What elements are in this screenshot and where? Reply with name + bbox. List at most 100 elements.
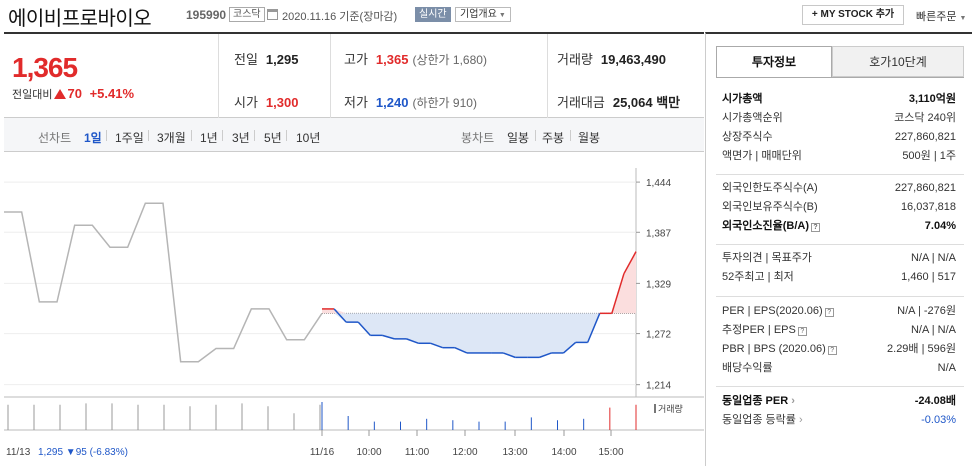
tab-1y[interactable]: 1년: [200, 131, 218, 145]
pbr-bps-row: PBR | BPS (2020.06)? 2.29배 | 596원: [722, 340, 956, 358]
quick-order-dropdown[interactable]: 빠른주문 ▼: [916, 8, 966, 24]
help-icon[interactable]: ?: [827, 346, 837, 355]
amount-label: 거래대금: [557, 95, 605, 110]
par-value-value: 500원 | 1주: [902, 150, 956, 162]
market-badge: 코스닥: [229, 7, 265, 22]
live-button[interactable]: 실시간: [415, 7, 451, 22]
prev-close-value: 1,295: [265, 52, 299, 67]
quick-order-label: 빠른주문: [916, 11, 957, 23]
amount-value: 25,064 백만: [612, 95, 681, 110]
est-per-eps-row: 추정PER | EPS? N/A | N/A: [722, 321, 956, 339]
chart-period-tabs: 선차트 1일 1주일 3개월 1년 3년 5년 10년 봉차트 일봉 주봉 월봉: [4, 118, 704, 152]
volume-legend-icon: [654, 404, 656, 413]
divider: [716, 244, 964, 245]
line-chart-label: 선차트: [38, 131, 72, 145]
industry-change-row: 동일업종 등락률 › -0.03%: [722, 411, 956, 429]
chevron-right-icon[interactable]: ›: [795, 414, 803, 426]
help-icon[interactable]: ?: [811, 223, 820, 232]
tab-monthly[interactable]: 월봉: [578, 131, 601, 145]
open-cell: 시가 1,300: [234, 92, 298, 111]
date-text: 2020.11.16 기준(장마감): [282, 11, 398, 23]
market-cap-value: 3,110억원: [908, 93, 956, 105]
price-change: 전일대비 70 +5.41%: [12, 86, 134, 102]
tab-1d[interactable]: 1일: [84, 131, 102, 145]
help-icon[interactable]: ?: [824, 308, 834, 317]
x-tick-label: 11/16: [310, 447, 335, 458]
today-up-segment: [623, 251, 637, 275]
industry-change-label: 동일업종 등락률 ›: [722, 414, 803, 426]
divider: [716, 174, 964, 175]
listed-shares-row: 상장주식수 227,860,821: [722, 128, 956, 146]
high-cell: 고가 1,365 (상한가 1,680): [344, 49, 487, 68]
tab-3y[interactable]: 3년: [232, 131, 250, 145]
corp-info-label: 기업개요: [460, 9, 497, 20]
price-chart-svg: 1,214 1,272 1,329 1,387 1,444 거래량 11/16 10:00 11…: [4, 168, 704, 458]
prev-day-date-label: 11/13: [6, 447, 31, 458]
high-low-52w-row: 52주최고 | 최저 1,460 | 517: [722, 268, 956, 286]
tab-orderbook[interactable]: 호가10단계: [832, 46, 964, 77]
above-baseline-fill: [322, 251, 636, 314]
divider: [330, 34, 331, 118]
pbr-bps-value: 2.29배 | 596원: [887, 343, 956, 355]
market-cap-row: 시가총액 3,110억원: [722, 90, 956, 108]
volume-cell: 거래량 19,463,490: [557, 49, 666, 68]
today-down-segment: [357, 321, 371, 336]
tab-weekly[interactable]: 주봉: [542, 131, 565, 145]
high-value: 1,365: [375, 52, 409, 67]
tab-investment-info[interactable]: 투자정보: [716, 46, 832, 77]
listed-shares-value: 227,860,821: [894, 131, 956, 143]
up-triangle-icon: [54, 89, 67, 99]
change-label: 전일대비: [12, 89, 53, 101]
par-value-label: 액면가 | 매매단위: [722, 150, 802, 162]
x-tick-label: 14:00: [551, 447, 576, 458]
foreign-ratio-label: 외국인소진율(B/A)?: [722, 217, 820, 235]
high-low-52w-label: 52주최고 | 최저: [722, 271, 794, 283]
today-down-segment: [563, 341, 577, 354]
chevron-right-icon[interactable]: ›: [788, 395, 795, 407]
y-tick-label: 1,272: [646, 330, 671, 341]
foreign-held-row: 외국인보유주식수(B) 16,037,818: [722, 198, 956, 216]
amount-cell: 거래대금 25,064 백만: [557, 92, 680, 111]
foreign-ratio-value: 7.04%: [924, 220, 956, 232]
par-value-row: 액면가 | 매매단위 500원 | 1주: [722, 147, 956, 165]
help-icon[interactable]: ?: [797, 327, 807, 336]
open-value: 1,300: [265, 95, 299, 110]
x-tick-label: 15:00: [598, 447, 623, 458]
tab-5y[interactable]: 5년: [264, 131, 282, 145]
y-tick-label: 1,214: [646, 381, 671, 392]
x-tick-label: 11:00: [405, 447, 430, 458]
tab-daily[interactable]: 일봉: [507, 131, 530, 145]
tab-3m[interactable]: 3개월: [157, 131, 186, 145]
upper-limit: (상한가 1,680): [412, 53, 487, 67]
volume-value: 19,463,490: [600, 52, 666, 67]
divider: [218, 34, 219, 118]
divider: [716, 386, 964, 387]
lower-limit: (하한가 910): [412, 96, 477, 110]
dividend-yield-row: 배당수익률 N/A: [722, 359, 956, 377]
opinion-target-label: 투자의견 | 목표주가: [722, 252, 812, 264]
price-chart[interactable]: 1,214 1,272 1,329 1,387 1,444 거래량 11/16 10:00 11…: [4, 152, 704, 466]
market-cap-label: 시가총액: [722, 93, 763, 105]
today-down-segment: [454, 346, 468, 354]
tab-10y[interactable]: 10년: [296, 131, 321, 145]
today-down-segment: [382, 334, 395, 340]
chevron-down-icon: ▼: [498, 12, 506, 19]
today-down-segment: [502, 352, 516, 359]
calendar-icon: [267, 9, 278, 20]
corp-info-dropdown[interactable]: 기업개요 ▼: [455, 7, 511, 22]
industry-change-value: -0.03%: [921, 414, 956, 426]
chevron-down-icon: ▼: [959, 15, 967, 22]
low-value: 1,240: [375, 95, 409, 110]
market-cap-rank-row: 시가총액순위 코스닥 240위: [722, 109, 956, 127]
x-tick-label: 12:00: [452, 447, 477, 458]
stock-header: 에이비프로바이오 195990 코스닥 2020.11.16 기준(장마감) 실…: [0, 0, 972, 30]
y-tick-label: 1,444: [646, 178, 671, 189]
tab-1w[interactable]: 1주일: [115, 131, 144, 145]
per-eps-label: PER | EPS(2020.06)?: [722, 302, 834, 320]
add-mystock-button[interactable]: + MY STOCK 추가: [802, 5, 904, 25]
industry-per-row: 동일업종 PER › -24.08배: [722, 392, 956, 410]
high-low-52w-value: 1,460 | 517: [901, 271, 956, 283]
foreign-held-value: 16,037,818: [900, 201, 956, 213]
per-eps-row: PER | EPS(2020.06)? N/A | -276원: [722, 302, 956, 320]
